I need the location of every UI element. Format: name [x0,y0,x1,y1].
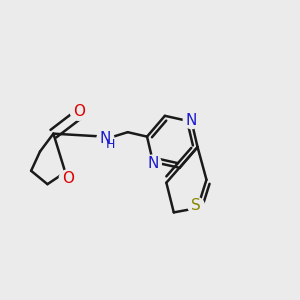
Circle shape [188,197,204,214]
Text: H: H [106,138,115,152]
Text: N: N [100,130,111,146]
Text: S: S [191,198,201,213]
Circle shape [59,170,76,187]
Circle shape [145,155,161,172]
Text: O: O [62,171,74,186]
Text: N: N [186,113,197,128]
Text: N: N [147,156,159,171]
Circle shape [70,103,87,120]
Circle shape [183,112,200,129]
Circle shape [97,130,114,146]
Text: O: O [73,104,85,119]
